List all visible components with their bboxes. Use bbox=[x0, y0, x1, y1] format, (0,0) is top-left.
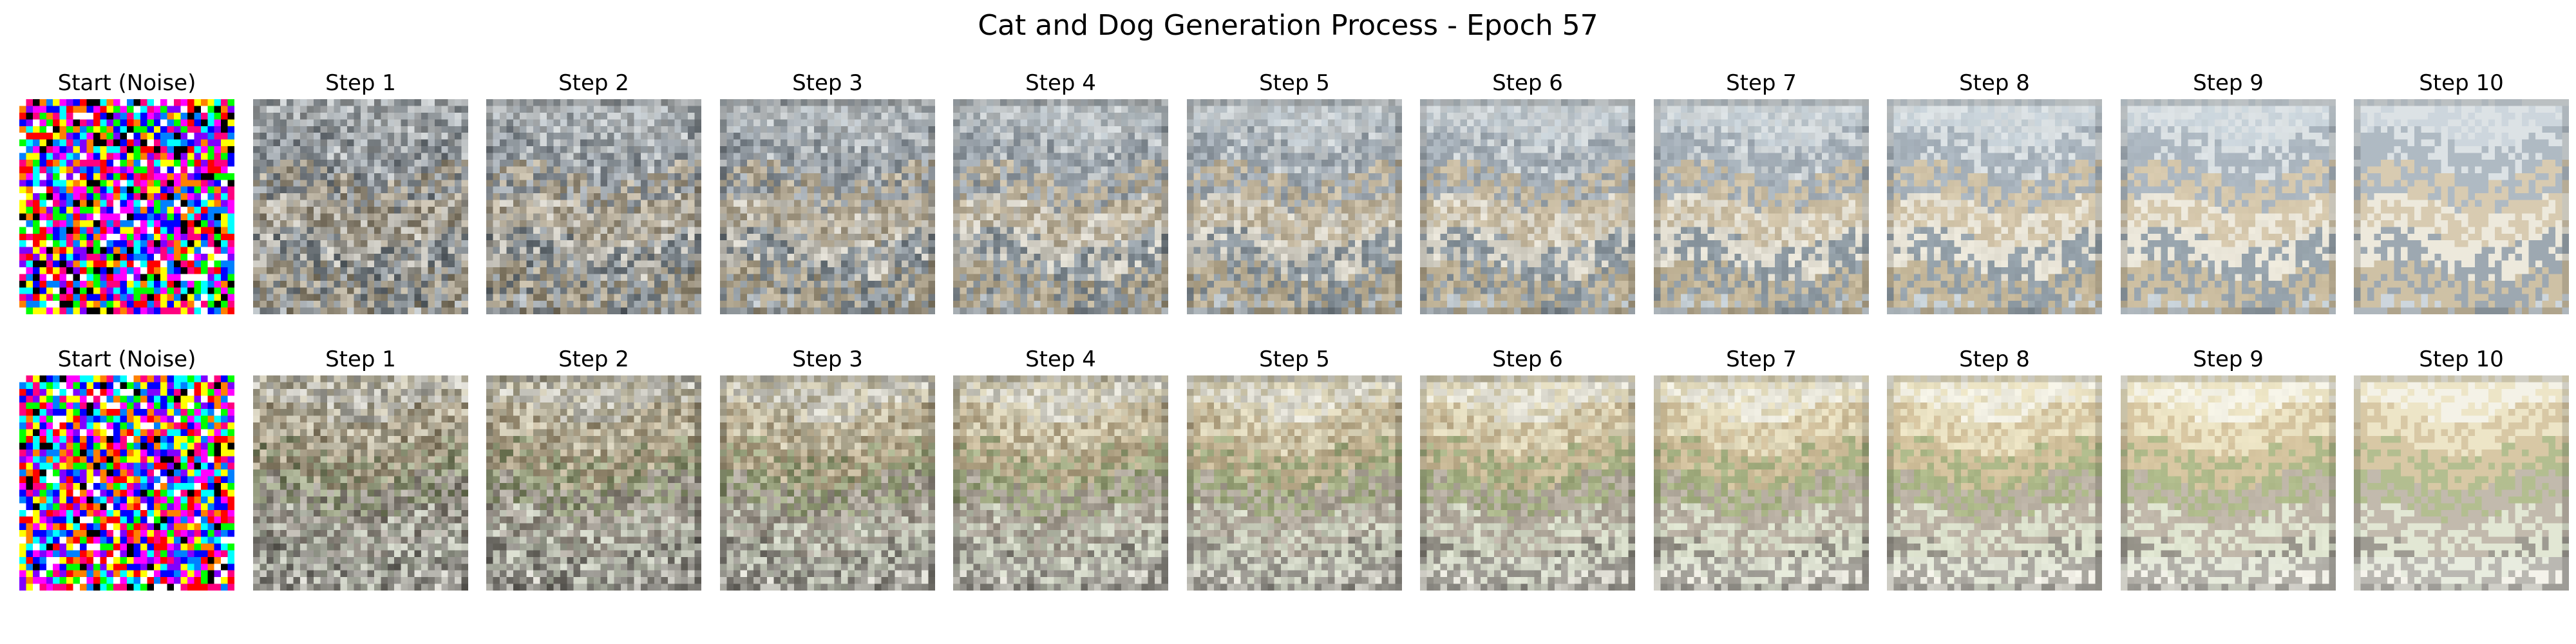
generated-image bbox=[1187, 375, 1402, 591]
generated-image bbox=[1420, 375, 1635, 591]
panel-title: Step 9 bbox=[2193, 70, 2264, 96]
generated-image bbox=[486, 99, 701, 314]
generated-image bbox=[2121, 99, 2336, 314]
generated-image bbox=[1187, 99, 1402, 314]
generated-image bbox=[953, 99, 1168, 314]
panel-title: Step 7 bbox=[1726, 346, 1797, 372]
panel-title: Step 8 bbox=[1959, 346, 2030, 372]
generated-image bbox=[2354, 375, 2569, 591]
generated-image bbox=[1654, 99, 1869, 314]
panel-title: Step 6 bbox=[1492, 70, 1563, 96]
noise-image bbox=[19, 99, 234, 314]
panel-title: Step 4 bbox=[1025, 346, 1096, 372]
generated-image bbox=[1654, 375, 1869, 591]
figure-title: Cat and Dog Generation Process - Epoch 5… bbox=[978, 9, 1598, 42]
generated-image bbox=[720, 99, 935, 314]
panel-title: Start (Noise) bbox=[57, 346, 196, 372]
generated-image bbox=[253, 375, 468, 591]
panel-title: Step 8 bbox=[1959, 70, 2030, 96]
panel-title: Step 4 bbox=[1025, 70, 1096, 96]
generated-image bbox=[953, 375, 1168, 591]
generated-image bbox=[720, 375, 935, 591]
panel-title: Step 3 bbox=[792, 346, 863, 372]
generated-image bbox=[1887, 375, 2102, 591]
panel-title: Step 6 bbox=[1492, 346, 1563, 372]
generated-image bbox=[486, 375, 701, 591]
generated-image bbox=[2121, 375, 2336, 591]
generated-image bbox=[253, 99, 468, 314]
panel-title: Step 1 bbox=[325, 346, 396, 372]
generated-image bbox=[1887, 99, 2102, 314]
generated-image bbox=[2354, 99, 2569, 314]
panel-title: Step 2 bbox=[558, 346, 629, 372]
panel-title: Step 9 bbox=[2193, 346, 2264, 372]
panel-title: Step 5 bbox=[1259, 346, 1330, 372]
noise-image bbox=[19, 375, 234, 591]
panel-title: Step 1 bbox=[325, 70, 396, 96]
panel-title: Step 5 bbox=[1259, 70, 1330, 96]
panel-title: Step 3 bbox=[792, 70, 863, 96]
panel-title: Step 10 bbox=[2419, 70, 2504, 96]
panel-title: Step 2 bbox=[558, 70, 629, 96]
generated-image bbox=[1420, 99, 1635, 314]
panel-title: Start (Noise) bbox=[57, 70, 196, 96]
panel-title: Step 7 bbox=[1726, 70, 1797, 96]
panel-title: Step 10 bbox=[2419, 346, 2504, 372]
